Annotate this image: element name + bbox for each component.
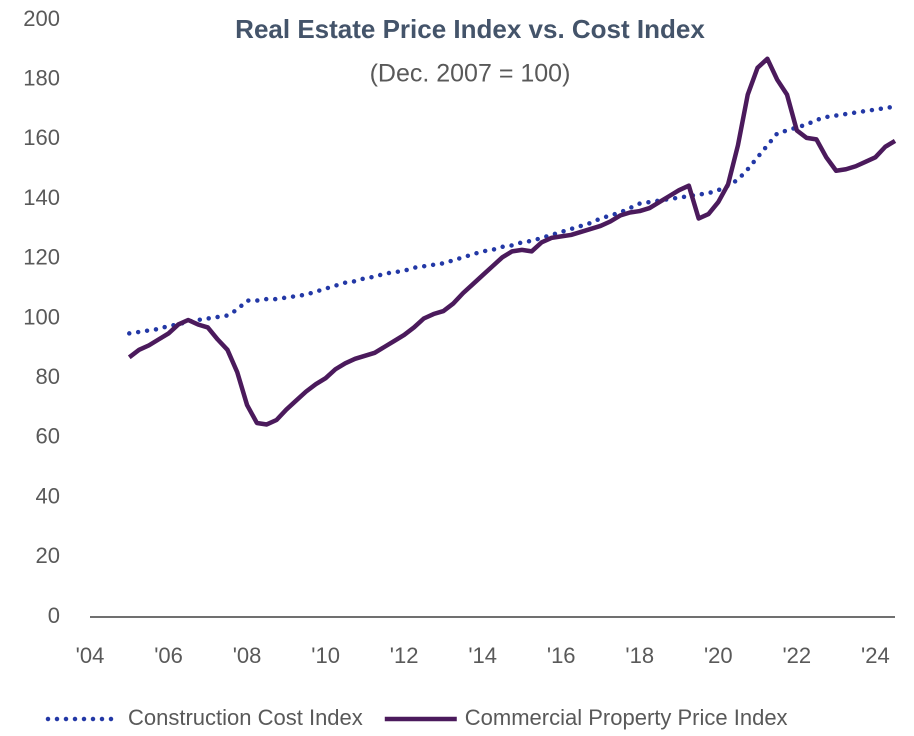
x-tick-label: '08	[233, 643, 262, 668]
chart-title: Real Estate Price Index vs. Cost Index	[235, 14, 705, 44]
y-tick-label: 40	[36, 483, 60, 508]
y-tick-label: 160	[23, 125, 60, 150]
x-tick-label: '22	[782, 643, 811, 668]
y-tick-label: 80	[36, 364, 60, 389]
y-tick-label: 180	[23, 66, 60, 91]
line-series	[127, 104, 898, 336]
x-tick-label: '04	[76, 643, 105, 668]
y-tick-label: 20	[36, 543, 60, 568]
x-tick-label: '06	[154, 643, 183, 668]
y-tick-label: 100	[23, 304, 60, 329]
y-tick-label: 60	[36, 424, 60, 449]
x-tick-label: '16	[547, 643, 576, 668]
legend-label: Construction Cost Index	[128, 705, 363, 730]
y-tick-label: 140	[23, 185, 60, 210]
line-series	[127, 56, 897, 427]
y-tick-label: 200	[23, 6, 60, 31]
x-tick-label: '14	[468, 643, 497, 668]
chart-subtitle: (Dec. 2007 = 100)	[370, 60, 571, 88]
x-tick-label: '10	[311, 643, 340, 668]
x-tick-label: '24	[861, 643, 890, 668]
y-tick-label: 120	[23, 245, 60, 270]
x-tick-label: '12	[390, 643, 419, 668]
legend-label: Commercial Property Price Index	[465, 705, 788, 730]
y-tick-label: 0	[48, 603, 60, 628]
x-tick-label: '20	[704, 643, 733, 668]
x-tick-label: '18	[625, 643, 654, 668]
